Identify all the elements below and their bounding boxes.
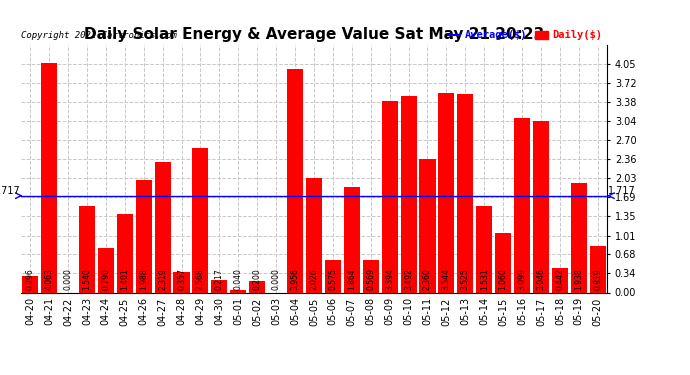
Text: Copyright 2022 Cartronics.com: Copyright 2022 Cartronics.com bbox=[21, 31, 177, 40]
Text: 0.357: 0.357 bbox=[177, 268, 186, 290]
Text: 1.531: 1.531 bbox=[480, 268, 489, 290]
Text: 2.319: 2.319 bbox=[158, 268, 167, 290]
Bar bbox=[287, 69, 303, 292]
Text: 3.525: 3.525 bbox=[461, 268, 470, 290]
Text: 0.217: 0.217 bbox=[215, 268, 224, 290]
Title: Daily Solar Energy & Average Value Sat May 21 20:23: Daily Solar Energy & Average Value Sat M… bbox=[83, 27, 544, 42]
Text: 0.296: 0.296 bbox=[26, 268, 34, 290]
Bar bbox=[533, 121, 549, 292]
Bar bbox=[136, 180, 152, 292]
Text: 4.063: 4.063 bbox=[45, 268, 54, 290]
Text: 2.360: 2.360 bbox=[423, 268, 432, 290]
Bar bbox=[438, 93, 455, 292]
Bar bbox=[306, 178, 322, 292]
Bar bbox=[211, 280, 228, 292]
Text: 1.717: 1.717 bbox=[608, 186, 635, 196]
Bar bbox=[79, 206, 95, 292]
Text: 1.988: 1.988 bbox=[139, 268, 148, 290]
Text: 0.000: 0.000 bbox=[272, 268, 281, 290]
Text: 1.401: 1.401 bbox=[120, 268, 129, 290]
Text: 0.442: 0.442 bbox=[555, 268, 564, 290]
Text: 1.864: 1.864 bbox=[347, 268, 356, 290]
Bar bbox=[363, 260, 379, 292]
Text: 0.575: 0.575 bbox=[328, 268, 337, 290]
Text: 3.956: 3.956 bbox=[290, 268, 299, 290]
Bar bbox=[476, 206, 492, 292]
Bar bbox=[400, 96, 417, 292]
Text: 0.819: 0.819 bbox=[593, 268, 602, 290]
Bar bbox=[514, 118, 530, 292]
Text: 0.000: 0.000 bbox=[63, 268, 72, 290]
Bar bbox=[22, 276, 38, 292]
Bar bbox=[155, 162, 170, 292]
Bar bbox=[193, 148, 208, 292]
Text: 3.099: 3.099 bbox=[518, 268, 526, 290]
Bar bbox=[325, 260, 341, 292]
Bar bbox=[98, 248, 114, 292]
Text: 0.790: 0.790 bbox=[101, 268, 110, 290]
Text: 2.026: 2.026 bbox=[309, 268, 319, 290]
Bar bbox=[382, 101, 397, 292]
Text: 3.544: 3.544 bbox=[442, 268, 451, 290]
Text: 1.540: 1.540 bbox=[82, 268, 91, 290]
Text: 3.046: 3.046 bbox=[537, 268, 546, 290]
Bar bbox=[590, 246, 606, 292]
Bar bbox=[173, 272, 190, 292]
Text: 3.492: 3.492 bbox=[404, 268, 413, 290]
Text: 0.200: 0.200 bbox=[253, 268, 262, 290]
Bar bbox=[41, 63, 57, 292]
Bar bbox=[249, 281, 265, 292]
Bar bbox=[457, 94, 473, 292]
Bar bbox=[495, 233, 511, 292]
Text: 1.938: 1.938 bbox=[574, 268, 583, 290]
Bar bbox=[117, 213, 132, 292]
Bar bbox=[571, 183, 587, 292]
Bar bbox=[230, 290, 246, 292]
Text: 2.568: 2.568 bbox=[196, 268, 205, 290]
Text: 1.060: 1.060 bbox=[499, 268, 508, 290]
Bar bbox=[420, 159, 435, 292]
Legend: Average($), Daily($): Average($), Daily($) bbox=[448, 30, 602, 40]
Text: 1.717: 1.717 bbox=[0, 186, 20, 196]
Text: 3.394: 3.394 bbox=[385, 268, 394, 290]
Bar bbox=[344, 188, 359, 292]
Bar bbox=[552, 268, 568, 292]
Text: 0.040: 0.040 bbox=[234, 268, 243, 290]
Text: 0.569: 0.569 bbox=[366, 268, 375, 290]
